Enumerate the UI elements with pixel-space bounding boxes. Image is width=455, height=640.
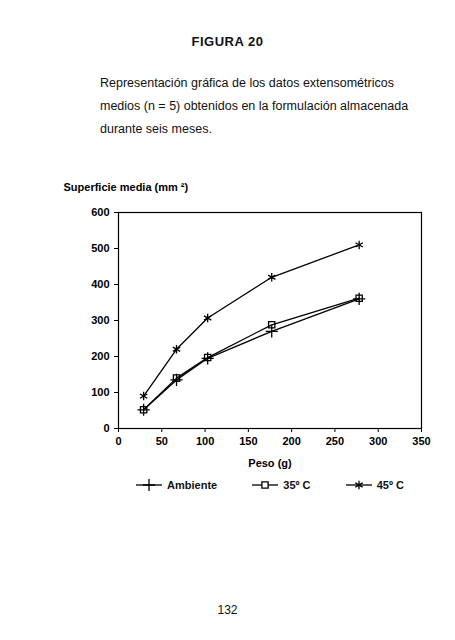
svg-text:250: 250	[326, 435, 344, 447]
svg-text:Superficie media (mm ²): Superficie media (mm ²)	[64, 181, 189, 193]
svg-text:0: 0	[115, 435, 121, 447]
html-text:35º C: 35º C	[283, 479, 311, 491]
html-text:Representación gráfica de los: Representación gráfica de los datos exte…	[100, 76, 409, 136]
svg-text:200: 200	[282, 435, 300, 447]
svg-text:100: 100	[196, 435, 214, 447]
svg-text:200: 200	[91, 350, 109, 362]
html-text:Ambiente: Ambiente	[167, 479, 218, 491]
svg-text:300: 300	[91, 314, 109, 326]
svg-text:Peso (g): Peso (g)	[248, 457, 292, 469]
svg-text:150: 150	[239, 435, 257, 447]
svg-text:500: 500	[91, 242, 109, 254]
svg-text:0: 0	[103, 422, 109, 434]
svg-text:50: 50	[156, 435, 168, 447]
html-text:FIGURA 20: FIGURA 20	[191, 34, 264, 49]
svg-text:400: 400	[91, 278, 109, 290]
svg-text:100: 100	[91, 386, 109, 398]
svg-text:350: 350	[412, 435, 430, 447]
svg-text:300: 300	[369, 435, 387, 447]
svg-text:600: 600	[91, 206, 109, 218]
html-text:132: 132	[217, 603, 238, 617]
html-text:45º C: 45º C	[376, 479, 404, 491]
